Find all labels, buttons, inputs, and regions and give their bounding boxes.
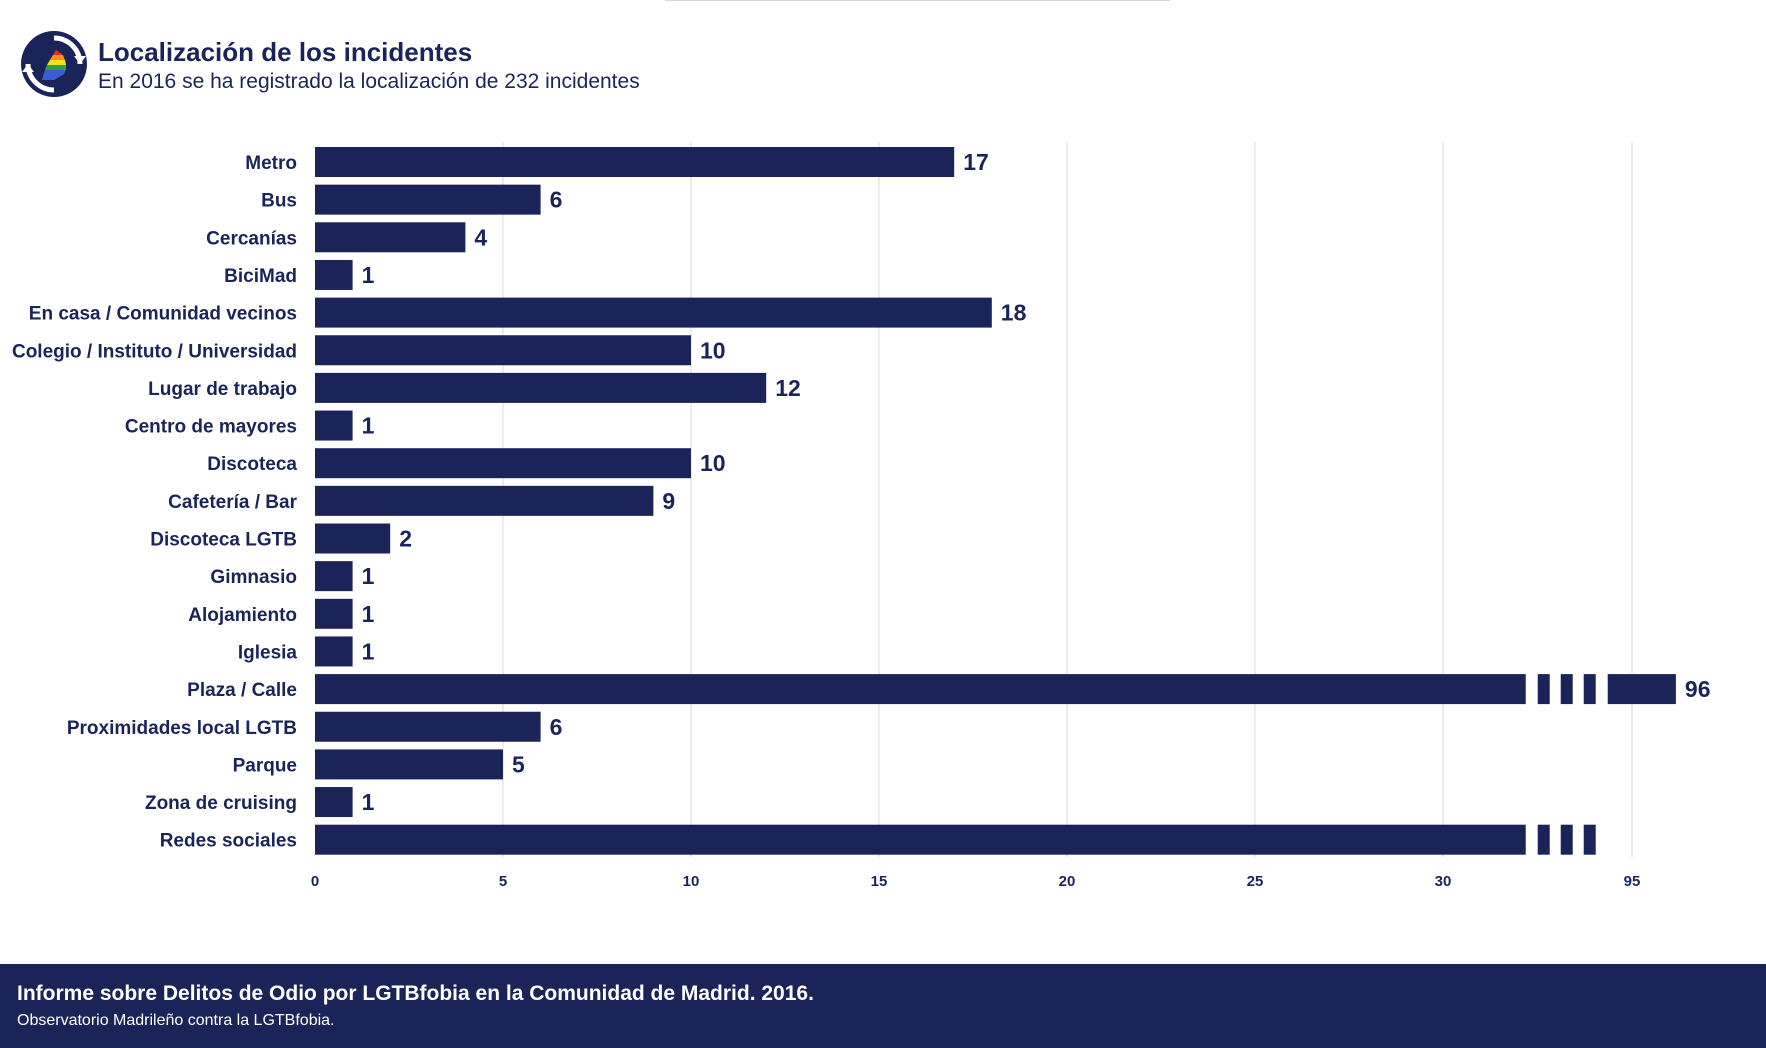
category-label: Gimnasio bbox=[210, 567, 297, 588]
bar bbox=[315, 561, 353, 592]
bar-break-segment bbox=[1537, 824, 1550, 855]
bar bbox=[315, 523, 391, 554]
bar-break-segment bbox=[1560, 824, 1573, 855]
category-labels: Metro Bus Cercanías BiciMad En casa / Comuni… bbox=[12, 153, 298, 852]
bar bbox=[315, 485, 654, 516]
value-label: 4 bbox=[474, 224, 487, 250]
bar bbox=[315, 259, 353, 290]
category-label: Zona de cruising bbox=[145, 793, 297, 814]
x-tick-label: 10 bbox=[683, 873, 700, 890]
category-label: Iglesia bbox=[238, 642, 298, 663]
bar bbox=[315, 147, 955, 177]
category-label: Metro bbox=[245, 153, 297, 174]
bar bbox=[315, 222, 466, 253]
value-label: 12 bbox=[775, 375, 801, 401]
bar-break-segment bbox=[1537, 674, 1550, 705]
value-label: 1 bbox=[362, 262, 375, 288]
x-tick-label: 20 bbox=[1059, 873, 1076, 890]
footer-subtitle: Observatorio Madrileño contra la LGTBfob… bbox=[17, 1012, 335, 1029]
x-tick-label: 5 bbox=[499, 873, 507, 890]
chart-subtitle: En 2016 se ha registrado la localización… bbox=[98, 70, 640, 93]
category-label: BiciMad bbox=[224, 266, 297, 287]
bar bbox=[315, 674, 1526, 705]
footer-bar: Informe sobre Delitos de Odio por LGTBfo… bbox=[0, 964, 1766, 1048]
bar bbox=[315, 749, 503, 780]
bar bbox=[315, 787, 353, 818]
chart-title: Localización de los incidentes bbox=[98, 37, 473, 67]
bar bbox=[315, 297, 992, 328]
category-label: Lugar de trabajo bbox=[148, 379, 297, 400]
footer-title: Informe sobre Delitos de Odio por LGTBfo… bbox=[17, 982, 814, 1005]
bar bbox=[315, 448, 691, 479]
value-label: 10 bbox=[700, 337, 726, 363]
category-label: Discoteca bbox=[207, 454, 297, 475]
category-label: Cercanías bbox=[206, 228, 297, 249]
value-label: 6 bbox=[550, 714, 563, 740]
value-label: 1 bbox=[362, 638, 375, 664]
madrid-observatory-logo-icon bbox=[21, 31, 87, 97]
value-label: 6 bbox=[550, 187, 563, 213]
x-tick-label: 95 bbox=[1624, 873, 1641, 890]
category-label: En casa / Comunidad vecinos bbox=[29, 304, 297, 325]
value-label: 31 bbox=[1496, 827, 1522, 853]
bar bbox=[315, 711, 541, 742]
bar bbox=[315, 598, 353, 629]
category-label: Parque bbox=[233, 755, 297, 776]
value-label: 17 bbox=[963, 149, 989, 175]
x-tick-label: 0 bbox=[311, 873, 319, 890]
value-label: 1 bbox=[362, 563, 375, 589]
category-label: Bus bbox=[261, 191, 297, 212]
bar bbox=[315, 372, 767, 403]
category-label: Redes sociales bbox=[160, 831, 297, 852]
top-divider bbox=[665, 0, 1170, 1]
bar-break-segment bbox=[1583, 824, 1596, 855]
bar-end-segment bbox=[1607, 674, 1676, 705]
bar-chart: Metro Bus Cercanías BiciMad En casa / Comuni… bbox=[12, 142, 1711, 890]
bar-break-segment bbox=[1560, 674, 1573, 705]
value-label: 9 bbox=[662, 488, 675, 514]
value-label: 1 bbox=[362, 789, 375, 815]
value-label: 96 bbox=[1685, 676, 1711, 702]
value-label: 18 bbox=[1001, 300, 1027, 326]
bars bbox=[315, 147, 1676, 855]
value-label: 1 bbox=[362, 601, 375, 627]
value-label: 10 bbox=[700, 450, 726, 476]
bar-break-segment bbox=[1583, 674, 1596, 705]
category-label: Colegio / Instituto / Universidad bbox=[12, 341, 297, 362]
category-label: Alojamiento bbox=[188, 605, 297, 626]
grid-lines bbox=[502, 142, 1633, 857]
value-label: 1 bbox=[362, 413, 375, 439]
category-label: Discoteca LGTB bbox=[150, 530, 297, 551]
x-tick-label: 30 bbox=[1435, 873, 1452, 890]
bar bbox=[315, 824, 1526, 855]
category-label: Plaza / Calle bbox=[187, 680, 297, 701]
bar bbox=[315, 335, 691, 366]
category-label: Centro de mayores bbox=[125, 417, 297, 438]
x-axis-ticks: 0 5 10 15 20 25 30 95 bbox=[311, 873, 1641, 890]
category-label: Cafetería / Bar bbox=[168, 492, 297, 513]
bar bbox=[315, 184, 541, 215]
x-tick-label: 15 bbox=[871, 873, 888, 890]
x-tick-label: 25 bbox=[1247, 873, 1264, 890]
bar bbox=[315, 410, 353, 441]
category-label: Proximidades local LGTB bbox=[67, 718, 297, 739]
bar bbox=[315, 636, 353, 667]
value-label: 5 bbox=[512, 751, 525, 777]
value-label: 2 bbox=[399, 526, 412, 552]
